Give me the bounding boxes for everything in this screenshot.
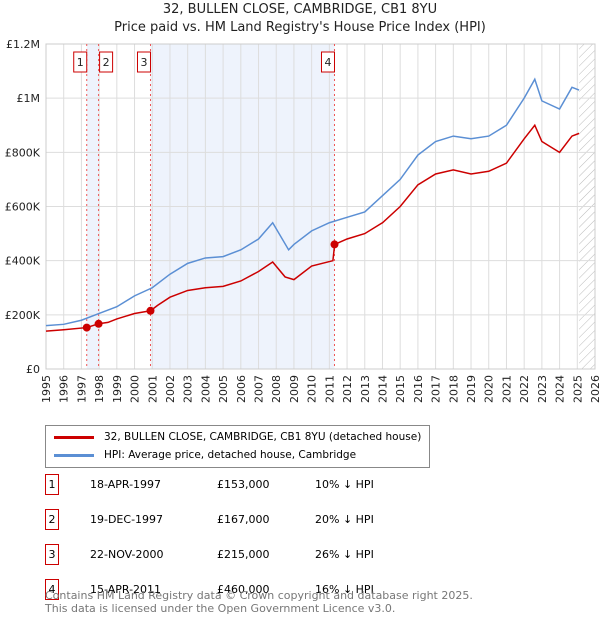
y-tick-label: £0 [26, 363, 40, 376]
sale-label-box [320, 51, 335, 73]
sale-label: 2 [103, 56, 110, 69]
footer-line-1: Contains HM Land Registry data © Crown c… [45, 589, 473, 602]
sale-date: 15-APR-2011 [90, 583, 162, 596]
plot-frame [45, 43, 596, 370]
x-tick-label: 2024 [554, 375, 567, 403]
x-tick-label: 1998 [93, 375, 106, 403]
legend: 32, BULLEN CLOSE, CAMBRIDGE, CB1 8YU (de… [45, 425, 430, 468]
series-line [45, 123, 580, 332]
sale-label-box [136, 51, 151, 73]
x-tick-label: 2025 [571, 375, 584, 403]
x-tick-label: 2004 [199, 375, 212, 403]
x-tick-label: 2021 [500, 375, 513, 403]
x-tick-label: 2012 [341, 375, 354, 403]
y-tick-label: £1M [17, 92, 41, 105]
legend-blue-swatch [54, 453, 94, 457]
footer: Contains HM Land Registry data © Crown c… [45, 589, 473, 615]
sale-number-badge: 2 [45, 509, 59, 530]
sale-label: 1 [77, 56, 84, 69]
x-tick-label: 1995 [40, 375, 53, 403]
sale-hpi-diff: 26% ↓ HPI [315, 548, 374, 561]
x-tick-label: 2014 [376, 375, 389, 403]
y-tick-label: £600K [5, 201, 41, 214]
sale-number-badge: 1 [45, 474, 59, 495]
sale-row: 1 18-APR-1997 £153,000 10% ↓ HPI [45, 474, 445, 496]
sale-label: 4 [324, 56, 331, 69]
price-chart: 1995 1996 1997 1998 1999 2000 2001 2002 2003 2004… [5, 38, 600, 403]
x-tick-label: 2003 [182, 375, 195, 403]
sale-date: 22-NOV-2000 [90, 548, 164, 561]
legend-red-swatch [54, 435, 94, 439]
x-tick-label: 2011 [323, 375, 336, 403]
sale-row: 2 19-DEC-1997 £167,000 20% ↓ HPI [45, 509, 445, 531]
x-tick-label: 2023 [536, 375, 549, 403]
sale-hpi-diff: 20% ↓ HPI [315, 513, 374, 526]
x-tick-label: 1997 [75, 375, 88, 403]
chart-subtitle: Price paid vs. HM Land Registry's House … [114, 20, 486, 35]
sale-date: 19-DEC-1997 [90, 513, 164, 526]
x-tick-label: 2020 [483, 375, 496, 403]
x-tick-label: 2000 [129, 375, 142, 403]
footer-line-2: This data is licensed under the Open Gov… [45, 602, 396, 615]
legend-blue-label: HPI: Average price, detached house, Camb… [104, 449, 357, 461]
sale-hpi-diff: 10% ↓ HPI [315, 478, 374, 491]
sale-point [330, 240, 339, 249]
x-tick-label: 2010 [306, 375, 319, 403]
sale-hpi-diff: 16% ↓ HPI [315, 583, 374, 596]
chart-title: 32, BULLEN CLOSE, CAMBRIDGE, CB1 8YU [162, 2, 438, 17]
x-tick-label: 2016 [412, 375, 425, 403]
x-tick-label: 1996 [58, 375, 71, 403]
x-tick-label: 2002 [164, 375, 177, 403]
sale-point [94, 319, 103, 328]
x-tick-label: 2017 [430, 375, 443, 403]
sale-label-box [73, 51, 88, 73]
y-tick-label: £1.2M [6, 38, 40, 51]
x-tick-label: 2013 [359, 375, 372, 403]
sale-number-badge: 4 [45, 579, 59, 600]
x-tick-label: 2015 [394, 375, 407, 403]
sale-label: 3 [140, 56, 147, 69]
sale-price: £215,000 [217, 548, 270, 561]
x-tick-label: 2001 [146, 375, 159, 403]
y-tick-label: £400K [5, 255, 41, 268]
sale-point [82, 323, 91, 332]
legend-red-label: 32, BULLEN CLOSE, CAMBRIDGE, CB1 8YU (de… [104, 431, 422, 443]
x-tick-label: 2018 [447, 375, 460, 403]
x-tick-label: 2009 [288, 375, 301, 403]
sale-row: 3 22-NOV-2000 £215,000 26% ↓ HPI [45, 544, 445, 566]
x-tick-label: 2008 [270, 375, 283, 403]
sale-label-box [99, 51, 114, 73]
x-tick-label: 2006 [235, 375, 248, 403]
sale-price: £460,000 [217, 583, 270, 596]
x-tick-label: 1999 [111, 375, 124, 403]
sale-price: £167,000 [217, 513, 270, 526]
x-tick-label: 2019 [465, 375, 478, 403]
sale-row: 4 15-APR-2011 £460,000 16% ↓ HPI [45, 579, 445, 601]
x-tick-label: 2005 [217, 375, 230, 403]
sale-number-badge: 3 [45, 544, 59, 565]
y-tick-label: £800K [5, 146, 41, 159]
series-line [45, 77, 580, 327]
sale-point [146, 306, 155, 315]
x-tick-label: 2022 [518, 375, 531, 403]
x-tick-label: 2007 [253, 375, 266, 403]
sale-price: £153,000 [217, 478, 270, 491]
sale-date: 18-APR-1997 [90, 478, 162, 491]
y-tick-label: £200K [5, 309, 41, 322]
x-tick-label: 2026 [589, 375, 600, 403]
